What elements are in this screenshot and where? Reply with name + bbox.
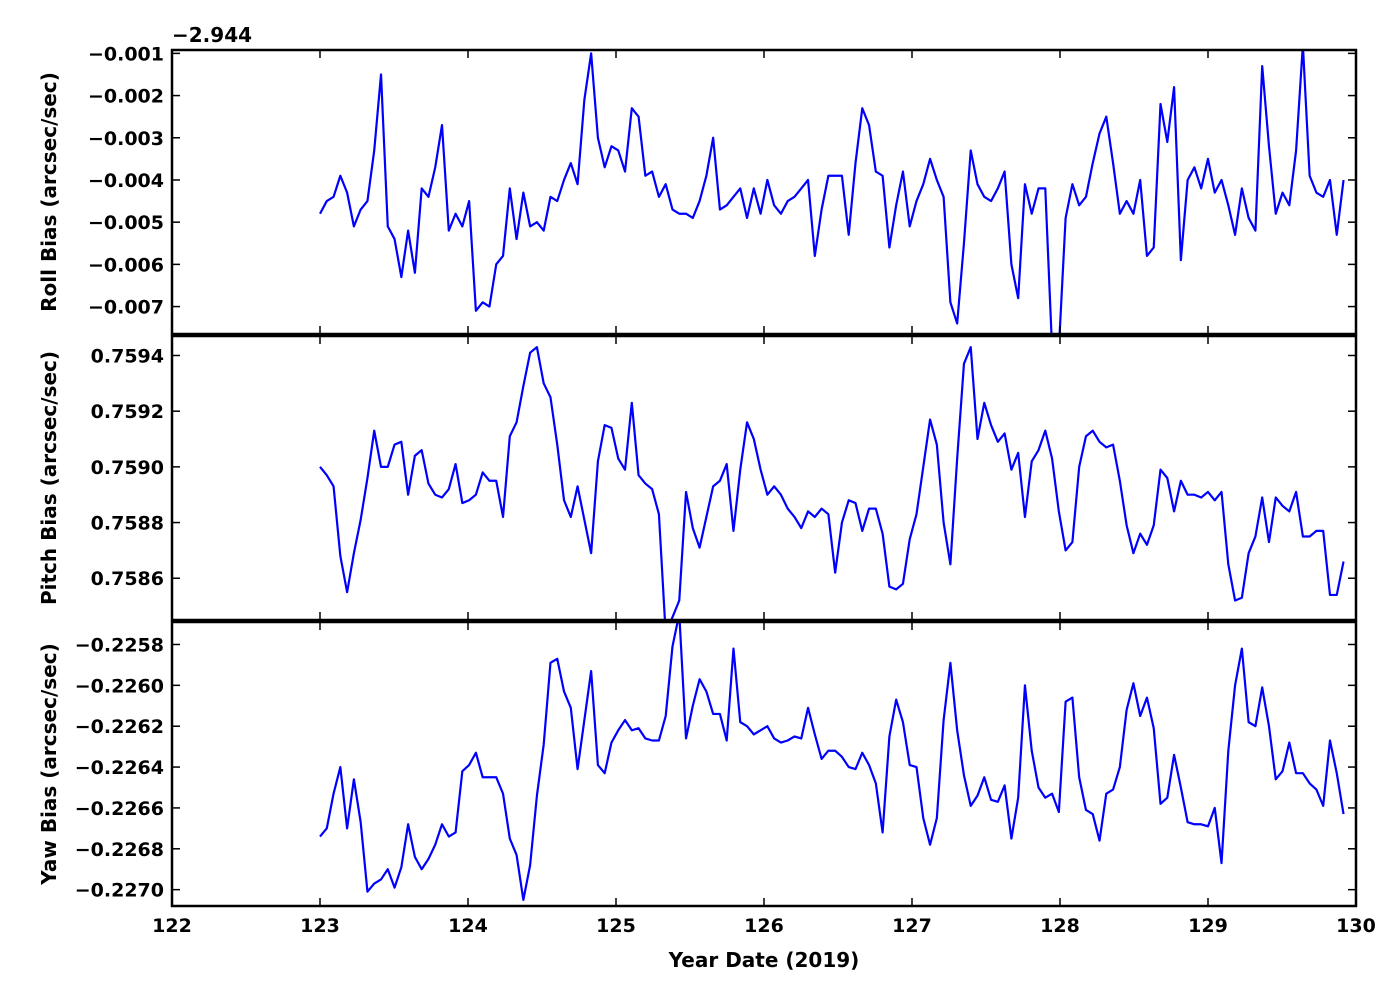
xtick-label: 128 — [1040, 915, 1080, 937]
yaw-ytick-label: −0.2262 — [75, 716, 164, 738]
roll-ytick-label: −0.006 — [88, 254, 164, 276]
roll-offset-label: −2.944 — [172, 23, 252, 47]
roll-ytick-label: −0.004 — [88, 170, 164, 192]
xtick-label: 122 — [152, 915, 192, 937]
yaw-ytick-label: −0.2264 — [75, 757, 164, 779]
yaw-panel: −0.2258 −0.2260 −0.2262 −0.2264 −0.2266 −0.22… — [37, 620, 1358, 908]
yaw-ytick-label: −0.2260 — [75, 675, 164, 697]
pitch-ytick-label: 0.7594 — [91, 345, 164, 367]
roll-ytick-label: −0.007 — [88, 297, 164, 319]
yaw-ytick-label: −0.2266 — [75, 798, 164, 820]
xtick-label: 125 — [596, 915, 636, 937]
roll-ytick-label: −0.001 — [88, 43, 164, 65]
yaw-frame — [170, 620, 1358, 908]
roll-ytick-label: −0.003 — [88, 128, 164, 150]
roll-ytick-label: −0.002 — [88, 86, 164, 108]
xtick-label: 123 — [300, 915, 340, 937]
pitch-ytick-label: 0.7586 — [91, 568, 164, 590]
yaw-ytick-label: −0.2268 — [75, 839, 164, 861]
pitch-ytick-label: 0.7590 — [91, 457, 164, 479]
xtick-label: 129 — [1188, 915, 1228, 937]
yaw-ylabel: Yaw Bias (arcsec/sec) — [37, 643, 61, 886]
roll-panel: −0.001 −0.002 −0.003 −0.004 −0.005 −0.006 −0.0… — [37, 23, 1358, 336]
pitch-ytick-label: 0.7588 — [91, 513, 164, 535]
pitch-ylabel: Pitch Bias (arcsec/sec) — [37, 351, 61, 605]
roll-series-line — [319, 50, 1345, 334]
pitch-ytick-label: 0.7592 — [91, 401, 164, 423]
x-axis-label: Year Date (2019) — [668, 948, 860, 972]
yaw-ytick-label: −0.2270 — [75, 880, 164, 902]
yaw-series-line — [319, 622, 1345, 901]
xtick-label: 130 — [1336, 915, 1376, 937]
xtick-label: 124 — [448, 915, 488, 937]
roll-ytick-label: −0.005 — [88, 212, 164, 234]
xtick-label: 127 — [892, 915, 932, 937]
pitch-series-line — [319, 346, 1345, 620]
xtick-label: 126 — [744, 915, 784, 937]
yaw-ytick-label: −0.2258 — [75, 634, 164, 656]
pitch-panel: 0.7594 0.7592 0.7590 0.7588 0.7586 Pitch Bias… — [37, 334, 1358, 622]
roll-ylabel: Roll Bias (arcsec/sec) — [37, 72, 61, 312]
